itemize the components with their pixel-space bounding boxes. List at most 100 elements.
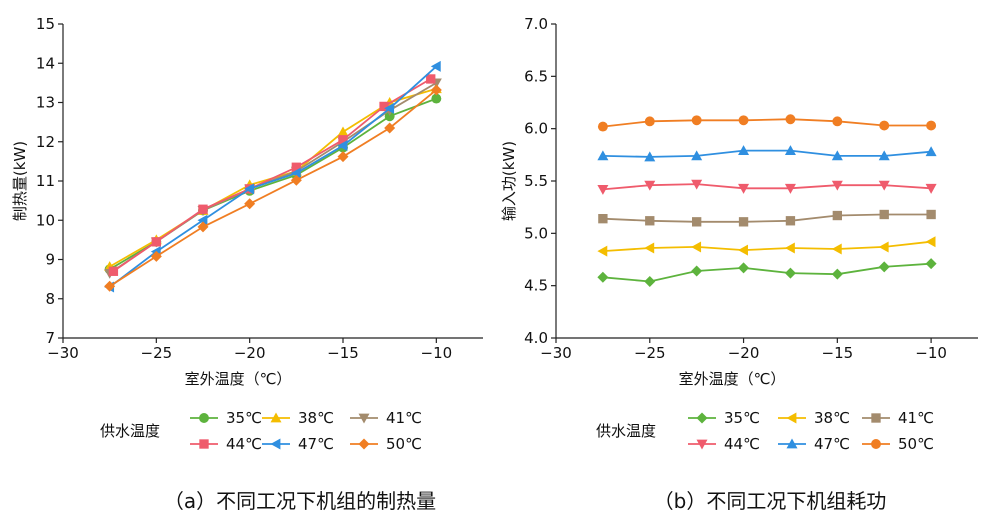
chart-caption: （b）不同工况下机组耗功	[654, 489, 887, 513]
data-point	[244, 183, 255, 195]
y-axis-label: 输入功(kW)	[500, 141, 518, 221]
series-47℃	[104, 60, 441, 293]
legend-label: 38℃	[814, 409, 850, 427]
legend-label: 50℃	[386, 435, 422, 453]
legend-item: 35℃	[688, 409, 760, 427]
legend-label: 44℃	[226, 435, 262, 453]
data-point	[150, 250, 162, 262]
y-tick-label: 7	[45, 329, 55, 347]
data-point	[831, 243, 842, 255]
data-point	[879, 120, 890, 131]
legend-marker	[871, 439, 881, 449]
x-tick-label: −20	[234, 344, 266, 362]
legend-item: 50℃	[862, 435, 934, 453]
series-line	[602, 149, 932, 158]
data-point	[431, 93, 442, 104]
y-tick-label: 7.0	[524, 15, 548, 33]
data-point	[784, 267, 796, 279]
data-point	[926, 209, 936, 220]
data-point	[879, 209, 889, 220]
data-point	[337, 126, 349, 137]
series-35℃	[597, 258, 937, 287]
data-point	[384, 102, 395, 114]
x-axis-label: 室外温度（℃）	[185, 370, 292, 388]
x-tick-label: −20	[728, 344, 760, 362]
series-35℃	[104, 93, 442, 275]
y-tick-label: 4.5	[524, 277, 548, 295]
legend-item: 38℃	[778, 409, 850, 427]
data-point	[878, 150, 890, 161]
series-50℃	[597, 114, 937, 132]
legend-marker	[358, 413, 370, 424]
data-point	[878, 261, 890, 273]
legend-label: 47℃	[298, 435, 334, 453]
data-point	[738, 244, 748, 256]
legend-marker	[786, 412, 797, 424]
data-point	[691, 265, 703, 277]
data-point	[108, 266, 119, 276]
legend-label: 41℃	[898, 409, 934, 427]
legend-item: 38℃	[262, 409, 334, 427]
data-point	[290, 167, 301, 179]
data-point	[785, 114, 796, 125]
legend-marker	[696, 412, 708, 424]
data-point	[151, 237, 162, 247]
y-tick-label: 10	[36, 211, 55, 229]
data-point	[197, 214, 208, 226]
legend-title: 供水温度	[596, 422, 656, 440]
data-point	[645, 216, 655, 226]
data-point	[337, 151, 349, 163]
legend-marker	[270, 412, 282, 423]
data-point	[644, 151, 656, 162]
series-line	[602, 213, 932, 223]
data-point	[597, 184, 609, 195]
data-point	[384, 122, 396, 134]
x-tick-label: −30	[47, 344, 79, 362]
legend-label: 35℃	[226, 409, 262, 427]
legend-marker	[270, 438, 281, 450]
x-tick-label: −10	[915, 344, 947, 362]
data-point	[831, 180, 843, 191]
y-axis-label: 制热量(kW)	[11, 141, 29, 221]
legend-item: 41℃	[862, 409, 934, 427]
series-line	[602, 118, 932, 128]
series-47℃	[597, 145, 937, 162]
data-point	[738, 217, 749, 227]
legend-item: 44℃	[688, 435, 760, 453]
x-tick-label: −10	[421, 344, 453, 362]
x-tick-label: −25	[141, 344, 173, 362]
legend-marker	[199, 439, 209, 449]
data-point	[925, 146, 937, 157]
data-point	[691, 150, 703, 161]
data-point	[430, 60, 441, 72]
data-point	[597, 121, 608, 132]
legend-marker	[786, 438, 798, 449]
legend-item: 47℃	[262, 435, 334, 453]
data-point	[430, 84, 442, 96]
data-point	[597, 245, 608, 257]
series-50℃	[104, 84, 442, 292]
chart-a-heating-capacity: 7 8 9 10 11 12 13 14 15 −30 −25 −20 −15 −10 室外温度（℃） 制热量…	[11, 15, 483, 513]
data-point	[878, 241, 889, 253]
x-tick-label: −15	[822, 344, 854, 362]
data-point	[784, 145, 796, 156]
legend-label: 47℃	[814, 435, 850, 453]
legend-label: 35℃	[724, 409, 760, 427]
data-point	[926, 120, 937, 131]
y-tick-label: 5.5	[524, 172, 548, 190]
y-tick-label: 13	[36, 94, 55, 112]
data-point	[691, 241, 702, 253]
y-tick-label: 12	[36, 133, 55, 151]
y-tick-label: 14	[36, 54, 55, 72]
y-tick-label: 6.5	[524, 67, 548, 85]
series-line	[109, 89, 437, 287]
legend-label: 44℃	[724, 435, 760, 453]
legend-title: 供水温度	[100, 422, 160, 440]
data-point	[738, 145, 750, 156]
y-tick-label: 15	[36, 15, 55, 33]
series-44℃	[108, 74, 436, 276]
data-point	[244, 198, 256, 210]
data-point	[831, 268, 843, 280]
data-point	[878, 180, 890, 191]
